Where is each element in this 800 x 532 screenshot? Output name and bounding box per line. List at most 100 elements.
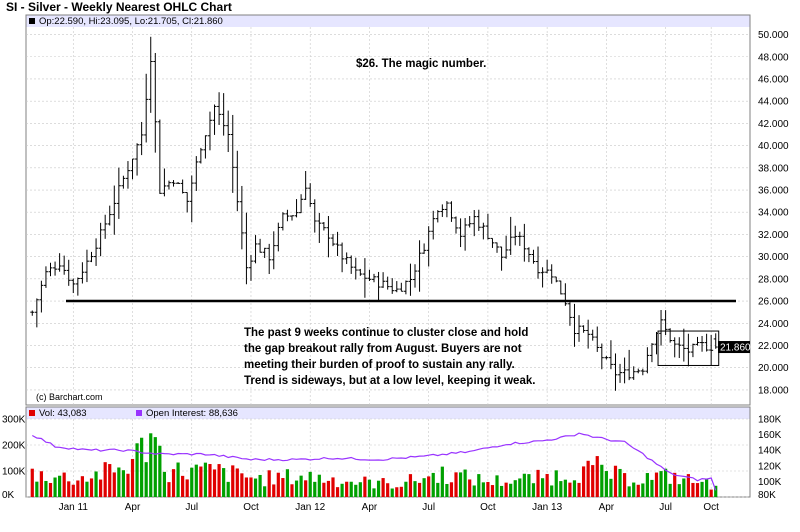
volume-bar bbox=[481, 482, 485, 497]
barchart-credit: (c) Barchart.com bbox=[36, 392, 103, 402]
price-tick-label: 34.000 bbox=[758, 208, 789, 219]
last-price-label: 21.860 bbox=[720, 343, 751, 354]
volume-bar bbox=[709, 489, 713, 497]
volume-bar bbox=[235, 468, 239, 497]
note-line-2: the gap breakout rally from August. Buye… bbox=[244, 343, 522, 355]
price-tick-label: 22.000 bbox=[758, 341, 789, 352]
volume-bar bbox=[463, 469, 467, 497]
volume-bar bbox=[595, 456, 599, 497]
volume-bar bbox=[349, 481, 353, 497]
volume-bar bbox=[422, 478, 426, 497]
time-tick-label: Jul bbox=[185, 502, 198, 513]
volume-bar bbox=[48, 482, 53, 497]
volume-bar bbox=[44, 480, 48, 497]
price-tick-label: 42.000 bbox=[758, 119, 789, 130]
volume-bar bbox=[477, 474, 481, 497]
oi-tick-label: 80K bbox=[758, 490, 776, 501]
volume-bar bbox=[76, 480, 80, 497]
volume-tick-label: 0K bbox=[2, 490, 15, 501]
volume-bar bbox=[408, 474, 413, 497]
open-interest-y-axis: 80K 100K 120K 140K 160K 180K bbox=[758, 415, 782, 502]
volume-bar bbox=[199, 466, 203, 497]
volume-bar bbox=[622, 473, 627, 497]
volume-bar bbox=[226, 481, 230, 497]
volume-bar bbox=[504, 482, 508, 497]
volume-bar bbox=[249, 477, 253, 497]
volume-bar bbox=[367, 479, 372, 497]
volume-bar bbox=[654, 472, 659, 497]
chart-title: SI - Silver - Weekly Nearest OHLC Chart bbox=[6, 0, 232, 14]
time-tick-label: Oct bbox=[243, 502, 259, 513]
volume-bar bbox=[531, 483, 536, 497]
volume-bar bbox=[285, 469, 290, 497]
volume-bar bbox=[376, 480, 381, 497]
volume-bar bbox=[404, 481, 408, 497]
volume-bar bbox=[682, 478, 686, 497]
volume-bar bbox=[490, 485, 495, 497]
ohlc-header-label: Op:22.590, Hi:23.095, Lo:21.705, Cl:21.8… bbox=[39, 16, 223, 27]
volume-bar bbox=[513, 480, 517, 497]
volume-bar bbox=[536, 469, 540, 497]
volume-bar bbox=[363, 476, 367, 497]
time-tick-label: Jan 12 bbox=[295, 502, 325, 513]
volume-bar bbox=[99, 479, 103, 497]
volume-bar bbox=[527, 474, 531, 497]
vol-legend-label: Vol: 43,083 bbox=[39, 408, 87, 419]
volume-bar bbox=[331, 477, 335, 497]
volume-bar bbox=[486, 481, 490, 497]
volume-bar bbox=[194, 464, 198, 497]
volume-bar bbox=[144, 462, 148, 497]
volume-bar bbox=[372, 488, 376, 497]
volume-bar bbox=[140, 437, 144, 497]
volume-tick-label: 100K bbox=[2, 467, 26, 478]
volume-bar bbox=[162, 471, 167, 497]
volume-bar bbox=[545, 473, 549, 497]
volume-bar bbox=[591, 465, 595, 497]
vol-legend-swatch bbox=[29, 410, 35, 416]
volume-bar bbox=[581, 466, 586, 497]
volume-bar bbox=[568, 482, 572, 497]
volume-bar bbox=[691, 482, 695, 497]
header-marker bbox=[29, 18, 35, 24]
volume-bar bbox=[203, 462, 208, 497]
volume-bar bbox=[600, 464, 604, 497]
volume-tick-label: 200K bbox=[2, 441, 26, 452]
volume-bar bbox=[322, 482, 326, 497]
volume-bar bbox=[586, 460, 590, 497]
volume-bar bbox=[258, 474, 262, 497]
volume-bar bbox=[135, 443, 139, 497]
volume-bar bbox=[554, 470, 558, 497]
volume-bar bbox=[431, 472, 435, 497]
volume-bar bbox=[668, 483, 672, 497]
volume-bar bbox=[664, 468, 668, 497]
volume-bar bbox=[190, 467, 194, 497]
price-panel-header-band bbox=[26, 15, 750, 27]
price-tick-label: 28.000 bbox=[758, 274, 789, 285]
price-tick-label: 24.000 bbox=[758, 319, 789, 330]
volume-bar bbox=[454, 472, 458, 497]
volume-bar bbox=[509, 483, 513, 497]
volume-bar bbox=[613, 465, 618, 497]
volume-bar bbox=[89, 478, 94, 497]
volume-bar bbox=[176, 462, 180, 497]
volume-bar bbox=[645, 473, 649, 497]
volume-bar bbox=[449, 482, 454, 497]
price-tick-label: 30.000 bbox=[758, 252, 789, 263]
volume-bar bbox=[472, 485, 476, 497]
volume-bar bbox=[390, 488, 394, 497]
volume-bar bbox=[290, 484, 294, 497]
volume-bar bbox=[445, 483, 449, 497]
open-interest-line bbox=[32, 432, 717, 491]
volume-bar bbox=[632, 482, 636, 497]
volume-bar bbox=[700, 481, 704, 497]
oi-legend-swatch bbox=[136, 410, 142, 416]
magic-number-annotation: $26. The magic number. bbox=[356, 58, 486, 70]
volume-bar bbox=[153, 437, 157, 497]
volume-bar bbox=[299, 475, 303, 497]
volume-bar bbox=[272, 484, 276, 497]
volume-bar bbox=[313, 481, 317, 497]
volume-bar bbox=[253, 478, 258, 497]
last-price-label-bg bbox=[718, 341, 750, 354]
time-x-axis: Jan 11 Apr Jul Oct Jan 12 Apr Jul Oct Jan 13 Apr J… bbox=[59, 502, 720, 513]
